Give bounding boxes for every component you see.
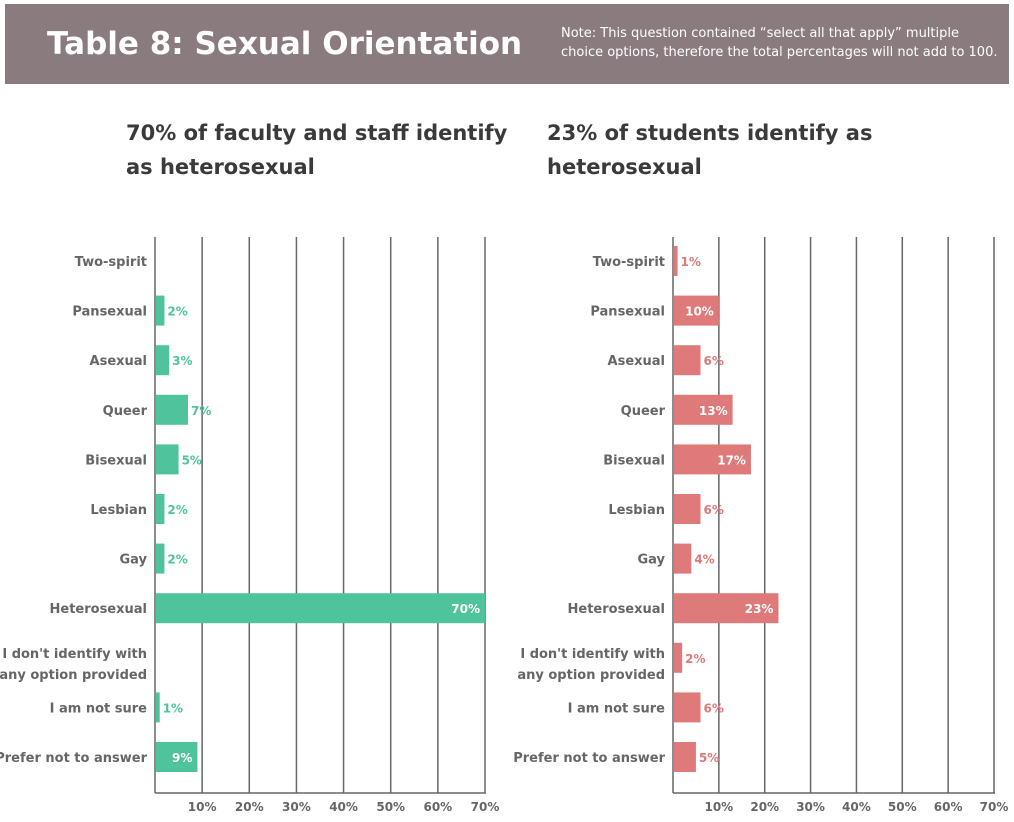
- banner-note: Note: This question contained “select al…: [561, 26, 998, 60]
- faculty-data-label: 2%: [167, 553, 187, 567]
- faculty-data-label: 1%: [163, 701, 183, 715]
- faculty-tick-label: 10%: [188, 800, 217, 814]
- faculty-category-label: Two-spirit: [75, 255, 147, 270]
- faculty-tick-label: 60%: [423, 800, 452, 814]
- faculty-category-label: Bisexual: [85, 453, 147, 468]
- faculty-category-label: I don't identify with any option provided: [0, 647, 147, 683]
- page-title: Table 8: Sexual Orientation: [47, 26, 523, 62]
- faculty-category-label: Heterosexual: [50, 602, 148, 617]
- faculty-data-label: 9%: [172, 751, 192, 765]
- faculty-bar: [156, 394, 188, 425]
- students-chart-title: 23% of students identify as heterosexual: [547, 121, 873, 179]
- faculty-category-label: Queer: [103, 404, 148, 419]
- faculty-data-label: 7%: [191, 404, 211, 418]
- faculty-data-label: 3%: [172, 354, 192, 368]
- faculty-tick-label: 70%: [471, 800, 500, 814]
- faculty-category-label: Gay: [119, 553, 147, 568]
- faculty-tick-label: 20%: [235, 800, 264, 814]
- faculty-data-label: 2%: [167, 305, 187, 319]
- faculty-category-label: Lesbian: [90, 503, 147, 518]
- faculty-tick-label: 30%: [282, 800, 311, 814]
- faculty-bar: [156, 295, 165, 326]
- faculty-bar: [156, 692, 160, 723]
- faculty-bar: [156, 494, 165, 524]
- faculty-chart-title: 70% of faculty and staff identify as het…: [126, 121, 508, 179]
- faculty-category-label: Pansexual: [72, 305, 147, 320]
- faculty-bar: [156, 345, 170, 376]
- faculty-data-label: 5%: [182, 453, 202, 467]
- faculty-bar: [156, 742, 198, 772]
- faculty-category-label: Asexual: [90, 354, 147, 369]
- faculty-data-label: 70%: [451, 602, 480, 616]
- faculty-bar: [156, 593, 485, 624]
- faculty-tick-label: 50%: [376, 800, 405, 814]
- faculty-bar: [156, 444, 179, 475]
- faculty-category-label: I am not sure: [50, 701, 148, 716]
- faculty-tick-label: 40%: [329, 800, 358, 814]
- header-banner: Table 8: Sexual Orientation Note: This q…: [5, 4, 1009, 84]
- faculty-bar: [156, 543, 165, 574]
- faculty-data-label: 2%: [167, 503, 187, 517]
- faculty-category-label: Prefer not to answer: [0, 751, 148, 766]
